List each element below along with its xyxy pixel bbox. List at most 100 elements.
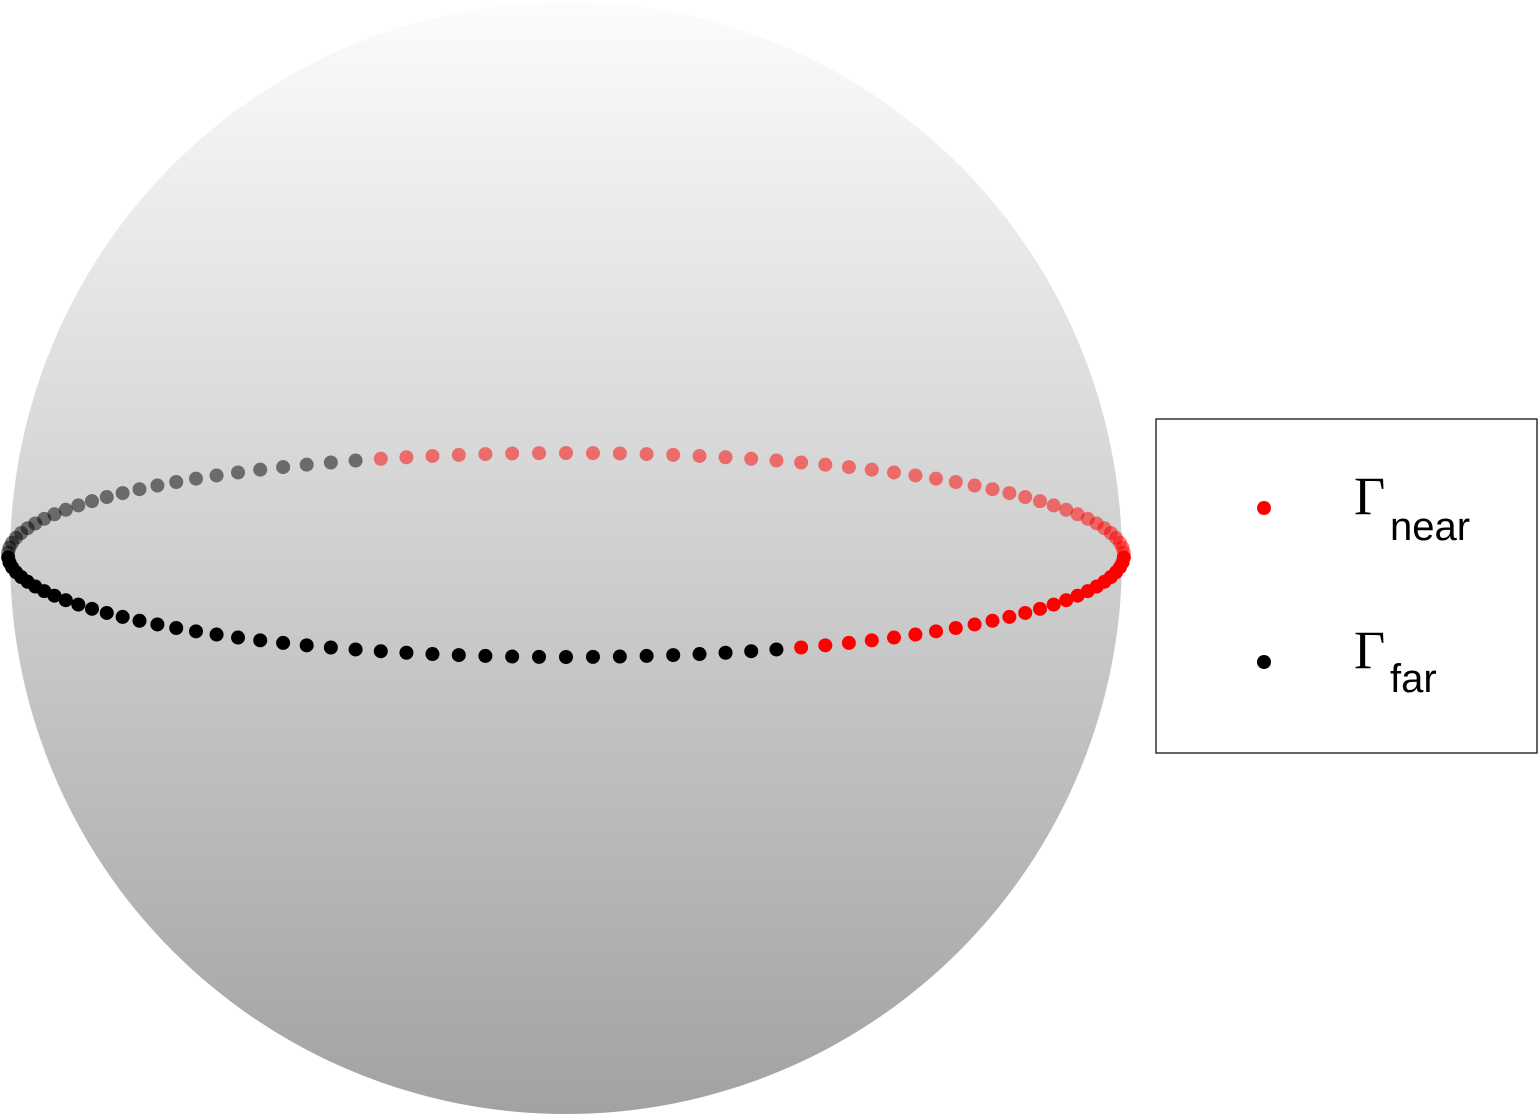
far-point [58, 593, 73, 608]
far-point [115, 609, 130, 624]
far-point [115, 486, 130, 501]
near-point [399, 450, 414, 465]
far-point [132, 482, 147, 497]
near-point [908, 627, 923, 642]
far-point [323, 455, 338, 470]
near-point [985, 613, 1000, 628]
near-point [908, 468, 923, 483]
near-point [864, 633, 879, 648]
far-point [150, 478, 165, 493]
near-point [1018, 605, 1033, 620]
far-point [276, 460, 291, 475]
near-point [559, 446, 573, 460]
near-point [1002, 609, 1017, 624]
legend-symbol: Γ [1354, 466, 1385, 526]
far-point [505, 649, 520, 664]
far-point [399, 645, 414, 660]
far-point [99, 605, 114, 620]
near-point [841, 460, 856, 475]
near-point [1046, 498, 1061, 513]
near-point [794, 640, 809, 655]
far-point [299, 638, 314, 653]
near-point [948, 475, 963, 490]
near-point [451, 447, 466, 462]
near-point [1002, 486, 1017, 501]
near-point [1070, 507, 1085, 522]
near-point [886, 630, 901, 645]
near-point [929, 471, 944, 486]
near-point [886, 465, 901, 480]
far-point [276, 635, 291, 650]
far-point [132, 613, 147, 628]
near-point [744, 451, 759, 466]
near-point [1018, 490, 1033, 505]
near-point [718, 450, 733, 465]
far-point [425, 647, 440, 662]
near-point [967, 617, 982, 632]
far-point [323, 640, 338, 655]
far-point [253, 462, 268, 477]
far-point [58, 502, 73, 517]
far-point [718, 645, 733, 660]
far-point [209, 627, 224, 642]
far-point [348, 453, 363, 468]
far-point [612, 649, 627, 664]
far-point [666, 648, 681, 663]
near-point [425, 448, 440, 463]
far-point [188, 624, 203, 639]
near-point [841, 635, 856, 650]
far-point [188, 471, 203, 486]
far-point [478, 648, 493, 663]
near-point [1046, 597, 1061, 612]
near-point [666, 447, 681, 462]
near-point [864, 462, 879, 477]
near-point [794, 455, 809, 470]
far-point [71, 498, 86, 513]
far-point [585, 649, 600, 664]
sphere [10, 2, 1122, 1114]
near-point [985, 482, 1000, 497]
near-point [692, 448, 707, 463]
legend-subscript: near [1390, 505, 1470, 549]
far-point [373, 644, 388, 659]
far-point [71, 597, 86, 612]
far-point [451, 648, 466, 663]
near-point [478, 447, 493, 462]
near-point [769, 453, 784, 468]
near-point [929, 624, 944, 639]
far-point [1, 545, 16, 560]
near-point [818, 457, 833, 472]
far-point [231, 630, 246, 645]
equator-points [1, 446, 1131, 664]
far-point [744, 644, 759, 659]
far-point [559, 650, 573, 664]
far-point [169, 475, 184, 490]
near-point [505, 446, 520, 461]
legend-symbol: Γ [1354, 620, 1385, 680]
legend-marker-far [1257, 655, 1271, 669]
legend-box [1155, 418, 1538, 754]
far-point [231, 465, 246, 480]
far-point [169, 620, 184, 635]
near-point [1033, 494, 1048, 509]
near-point [612, 446, 627, 461]
far-point [209, 468, 224, 483]
far-point [99, 490, 114, 505]
near-point [373, 451, 388, 466]
far-point [150, 617, 165, 632]
legend-marker-near [1257, 501, 1271, 515]
near-point [1033, 601, 1048, 616]
far-point [692, 647, 707, 662]
near-point [585, 446, 600, 461]
far-point [532, 649, 547, 664]
far-point [253, 633, 268, 648]
far-point [47, 588, 62, 603]
legend-subscript: far [1390, 657, 1437, 701]
far-point [639, 648, 654, 663]
far-point [84, 601, 99, 616]
far-point [84, 494, 99, 509]
far-point [348, 642, 363, 657]
near-point [1059, 502, 1074, 517]
near-point [818, 638, 833, 653]
